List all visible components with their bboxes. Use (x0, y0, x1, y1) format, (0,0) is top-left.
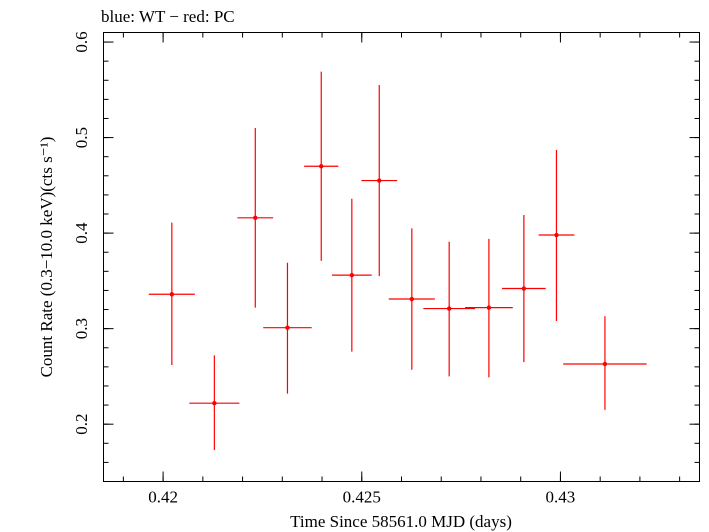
plot-frame (103, 32, 700, 482)
y-tick-label: 0.4 (72, 222, 91, 244)
x-tick-label: 0.425 (343, 488, 381, 507)
point-marker (602, 361, 608, 367)
point-marker (377, 178, 382, 183)
x-tick-labels: 0.42 0.425 0.43 (148, 488, 575, 507)
data-point (502, 214, 546, 363)
point-marker (169, 292, 175, 297)
x-axis-label: Time Since 58561.0 MJD (days) (290, 512, 512, 531)
point-marker (521, 286, 527, 291)
y-tick-label: 0.3 (72, 318, 91, 339)
x-tick-label: 0.42 (148, 488, 178, 507)
data-point (304, 71, 339, 261)
point-marker (349, 272, 355, 278)
point-marker (212, 400, 217, 406)
data-point (263, 262, 312, 394)
y-tick-labels: 0.2 0.3 0.4 0.5 0.6 (72, 31, 91, 434)
point-marker (319, 164, 324, 169)
data-point (465, 238, 513, 378)
x-tick-label: 0.43 (546, 488, 576, 507)
point-marker (285, 325, 290, 330)
chart-title: blue: WT − red: PC (101, 7, 235, 26)
axis-ticks (103, 32, 700, 482)
data-point (237, 128, 274, 308)
point-marker (554, 232, 559, 238)
data-point (538, 150, 575, 322)
point-marker (486, 305, 492, 310)
y-axis-label: Count Rate (0.3−10.0 keV)(cts s⁻¹) (37, 137, 56, 378)
data-point (388, 228, 435, 370)
y-tick-label: 0.2 (72, 414, 91, 435)
y-tick-label: 0.5 (72, 127, 91, 148)
data-point (331, 198, 372, 352)
data-point (361, 85, 398, 277)
point-marker (446, 306, 452, 311)
data-point (148, 222, 195, 365)
y-tick-label: 0.6 (72, 31, 91, 52)
data-point (423, 241, 476, 377)
point-marker (409, 296, 415, 302)
data-point (563, 316, 647, 410)
data-points (148, 71, 647, 450)
data-point (189, 355, 240, 450)
point-marker (253, 215, 258, 221)
